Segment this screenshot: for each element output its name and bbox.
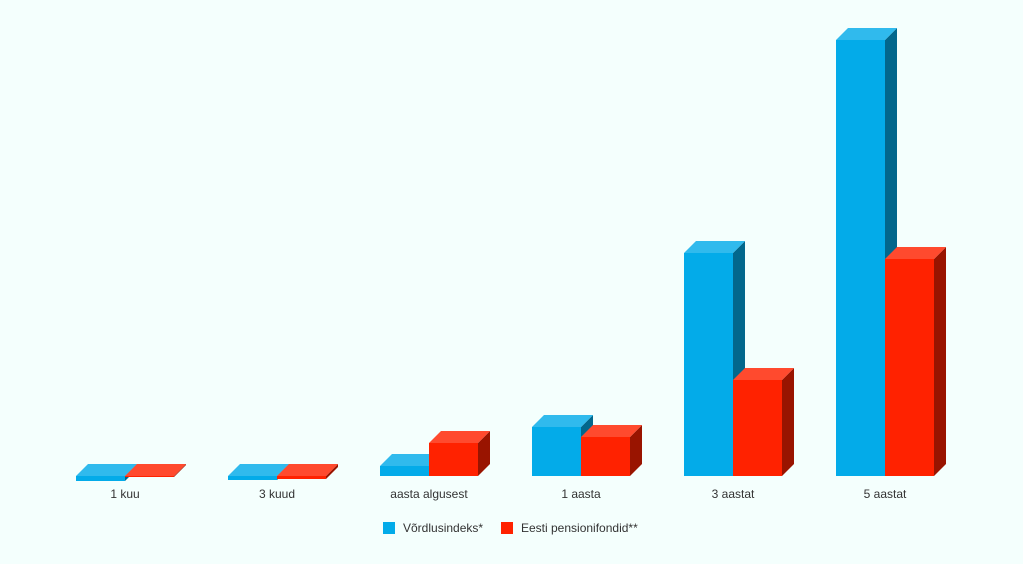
legend-swatch — [383, 522, 395, 534]
legend-swatch — [501, 522, 513, 534]
bar-front — [581, 437, 630, 476]
legend-label: Eesti pensionifondid** — [521, 521, 638, 535]
bar-top — [380, 454, 441, 466]
bar-top — [277, 464, 338, 476]
bar — [76, 464, 137, 481]
bar-top — [733, 368, 794, 380]
bar-side — [478, 431, 490, 476]
bar — [277, 464, 338, 479]
bar-front — [125, 476, 174, 477]
x-tick-label: 5 aastat — [864, 487, 907, 501]
bar-front — [228, 476, 277, 480]
bar-side — [630, 425, 642, 476]
bar-top — [684, 241, 745, 253]
bar-front — [836, 40, 885, 476]
bar — [581, 425, 642, 476]
x-tick-label: 3 kuud — [259, 487, 295, 501]
x-tick-label: 1 kuu — [110, 487, 139, 501]
bar-front — [684, 253, 733, 476]
bar-side — [174, 464, 186, 477]
bar — [733, 368, 794, 476]
x-tick-label: 1 aasta — [561, 487, 601, 501]
bar-side — [326, 464, 338, 479]
bar-top — [76, 464, 137, 476]
bar-top — [581, 425, 642, 437]
bar-front — [429, 443, 478, 476]
bar-front — [76, 476, 125, 481]
bar-top — [885, 247, 946, 259]
bar-front — [277, 476, 326, 479]
bar-top — [532, 415, 593, 427]
x-tick-label: 3 aastat — [712, 487, 755, 501]
bar-top — [836, 28, 897, 40]
bar — [836, 28, 897, 476]
bar — [125, 464, 186, 477]
bar-front — [380, 466, 429, 476]
bar-front — [733, 380, 782, 476]
bar-front — [885, 259, 934, 476]
bar-top — [228, 464, 289, 476]
bar-top — [429, 431, 490, 443]
bar — [429, 431, 490, 476]
bar-side — [934, 247, 946, 476]
x-tick-label: aasta algusest — [390, 487, 468, 501]
legend-label: Võrdlusindeks* — [403, 521, 483, 535]
bar — [885, 247, 946, 476]
bar-top — [125, 464, 186, 476]
bar-front — [532, 427, 581, 476]
bar-side — [782, 368, 794, 476]
